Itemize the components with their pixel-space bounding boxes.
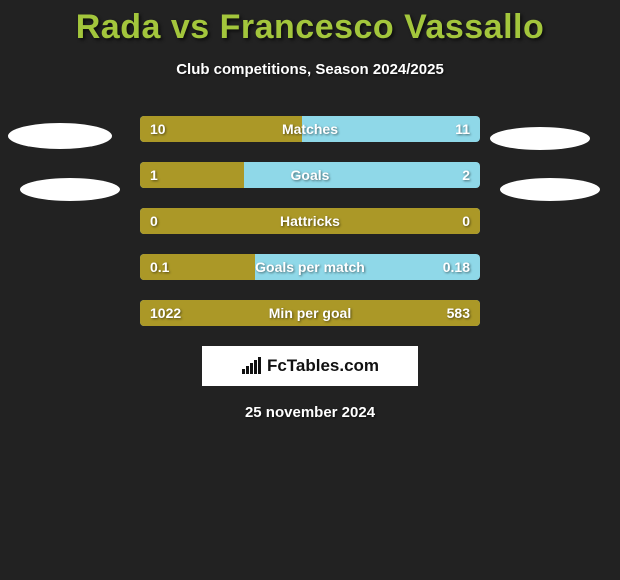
player-marker-ellipse [500,178,600,201]
player-marker-ellipse [490,127,590,150]
stat-value-right: 0.18 [443,254,470,280]
brand-logo: FcTables.com [241,356,379,376]
footer-date: 25 november 2024 [0,404,620,421]
stat-value-left: 0 [150,208,158,234]
footer-brand-box: FcTables.com [202,346,418,386]
stat-value-right: 2 [462,162,470,188]
stat-label: Goals per match [140,254,480,280]
stat-value-right: 583 [447,300,470,326]
stat-row: Hattricks0 0 [140,208,480,234]
stat-label: Hattricks [140,208,480,234]
stat-label: Matches [140,116,480,142]
brand-text: FcTables.com [267,356,379,376]
stat-value-left: 1 [150,162,158,188]
bars-icon [241,357,263,375]
stat-row: Min per goal1022 583 [140,300,480,326]
stat-value-left: 10 [150,116,166,142]
stat-value-left: 0.1 [150,254,169,280]
player-marker-ellipse [20,178,120,201]
subtitle: Club competitions, Season 2024/2025 [0,61,620,78]
stat-value-left: 1022 [150,300,181,326]
player-marker-ellipse [8,123,112,149]
stat-row: Matches10 11 [140,116,480,142]
stat-row: Goals1 2 [140,162,480,188]
stat-value-right: 0 [462,208,470,234]
stat-value-right: 11 [455,116,470,142]
stat-label: Goals [140,162,480,188]
stat-row: Goals per match0.1 0.18 [140,254,480,280]
page-title: Rada vs Francesco Vassallo [0,0,620,47]
stat-label: Min per goal [140,300,480,326]
